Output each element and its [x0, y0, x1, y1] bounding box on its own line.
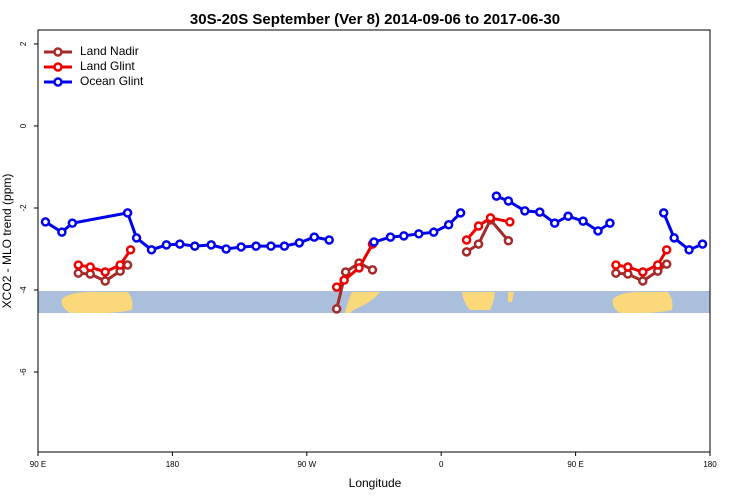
data-point — [339, 275, 349, 285]
x-tick-label: 90 E — [30, 460, 46, 469]
data-point — [369, 237, 379, 247]
data-point — [73, 268, 84, 278]
data-point — [485, 213, 496, 223]
data-point — [661, 259, 672, 269]
y-tick-label: -4 — [19, 286, 28, 294]
data-point — [491, 191, 502, 201]
data-point — [40, 217, 51, 227]
data-point — [611, 268, 621, 278]
data-point — [206, 240, 216, 250]
y-axis-label: XCO2 - MLO trend (ppm) — [0, 174, 14, 309]
data-point — [473, 239, 484, 249]
data-point — [684, 245, 694, 255]
data-point — [578, 216, 588, 226]
data-point — [428, 227, 439, 237]
y-tick-label: -6 — [19, 368, 28, 376]
data-point — [414, 229, 424, 239]
data-point — [661, 245, 672, 255]
data-point — [503, 196, 514, 206]
land-shape — [61, 292, 133, 313]
data-point — [221, 244, 231, 254]
data-point — [623, 262, 633, 272]
data-point — [131, 233, 142, 243]
data-point — [473, 221, 484, 231]
data-point — [367, 265, 378, 275]
data-point — [309, 232, 320, 242]
land-shape — [612, 292, 673, 313]
x-tick-label: 0 — [439, 460, 444, 469]
data-point — [638, 276, 648, 286]
data-point — [122, 260, 133, 270]
y-tick-label: 2 — [19, 41, 28, 46]
data-point — [549, 218, 560, 228]
data-point — [340, 267, 351, 277]
legend-marker — [53, 62, 63, 72]
data-point — [122, 208, 133, 218]
plot-frame — [37, 29, 711, 453]
data-point — [593, 226, 603, 236]
x-axis-label: Longitude — [349, 476, 402, 490]
data-point — [100, 267, 110, 277]
y-tick-label: 0 — [19, 123, 28, 128]
data-point — [161, 240, 172, 250]
data-point — [146, 245, 157, 255]
legend-marker — [53, 47, 63, 57]
data-point — [385, 232, 396, 242]
data-point — [563, 211, 573, 221]
data-point — [279, 241, 290, 251]
data-point — [505, 217, 515, 227]
y-tick-label: -2 — [19, 204, 28, 212]
data-point — [294, 238, 305, 248]
data-point — [697, 239, 708, 249]
data-point — [85, 262, 96, 272]
data-point — [652, 260, 663, 270]
data-point — [236, 242, 246, 252]
data-point — [354, 263, 364, 273]
chart-title: 30S-20S September (Ver 8) 2014-09-06 to … — [190, 11, 560, 28]
x-tick-label: 180 — [703, 460, 717, 469]
data-point — [638, 267, 648, 277]
legend-marker — [53, 77, 63, 87]
x-tick-label: 90 W — [297, 460, 316, 469]
land-shape — [508, 292, 514, 302]
land-shape — [345, 292, 380, 313]
data-point — [125, 245, 136, 255]
data-point — [324, 235, 334, 245]
legend-label: Land Glint — [80, 59, 135, 73]
x-tick-label: 90 E — [567, 460, 583, 469]
legend-label: Ocean Glint — [80, 74, 144, 88]
data-point — [669, 233, 679, 243]
map-strip — [38, 291, 710, 313]
data-point — [461, 235, 472, 245]
data-point — [73, 260, 84, 270]
data-point — [251, 241, 261, 251]
data-point — [605, 218, 615, 228]
land-shape — [462, 292, 495, 310]
series-line — [78, 216, 668, 289]
legend-label: Land Nadir — [80, 44, 139, 58]
data-point — [535, 207, 545, 217]
data-point — [399, 231, 409, 241]
data-point — [461, 247, 472, 257]
ocean-band — [38, 291, 710, 313]
data-point — [503, 236, 514, 246]
data-point — [100, 276, 110, 286]
data-point — [175, 239, 185, 249]
data-point — [331, 304, 342, 314]
data-point — [443, 220, 454, 230]
data-point — [57, 227, 67, 237]
data-point — [520, 206, 530, 216]
data-point — [455, 208, 466, 218]
data-point — [611, 260, 621, 270]
x-tick-label: 180 — [166, 460, 180, 469]
data-point — [115, 260, 125, 270]
data-point — [331, 282, 342, 292]
data-point — [67, 218, 78, 228]
data-point — [658, 208, 669, 218]
data-point — [190, 241, 200, 251]
data-point — [266, 241, 276, 251]
